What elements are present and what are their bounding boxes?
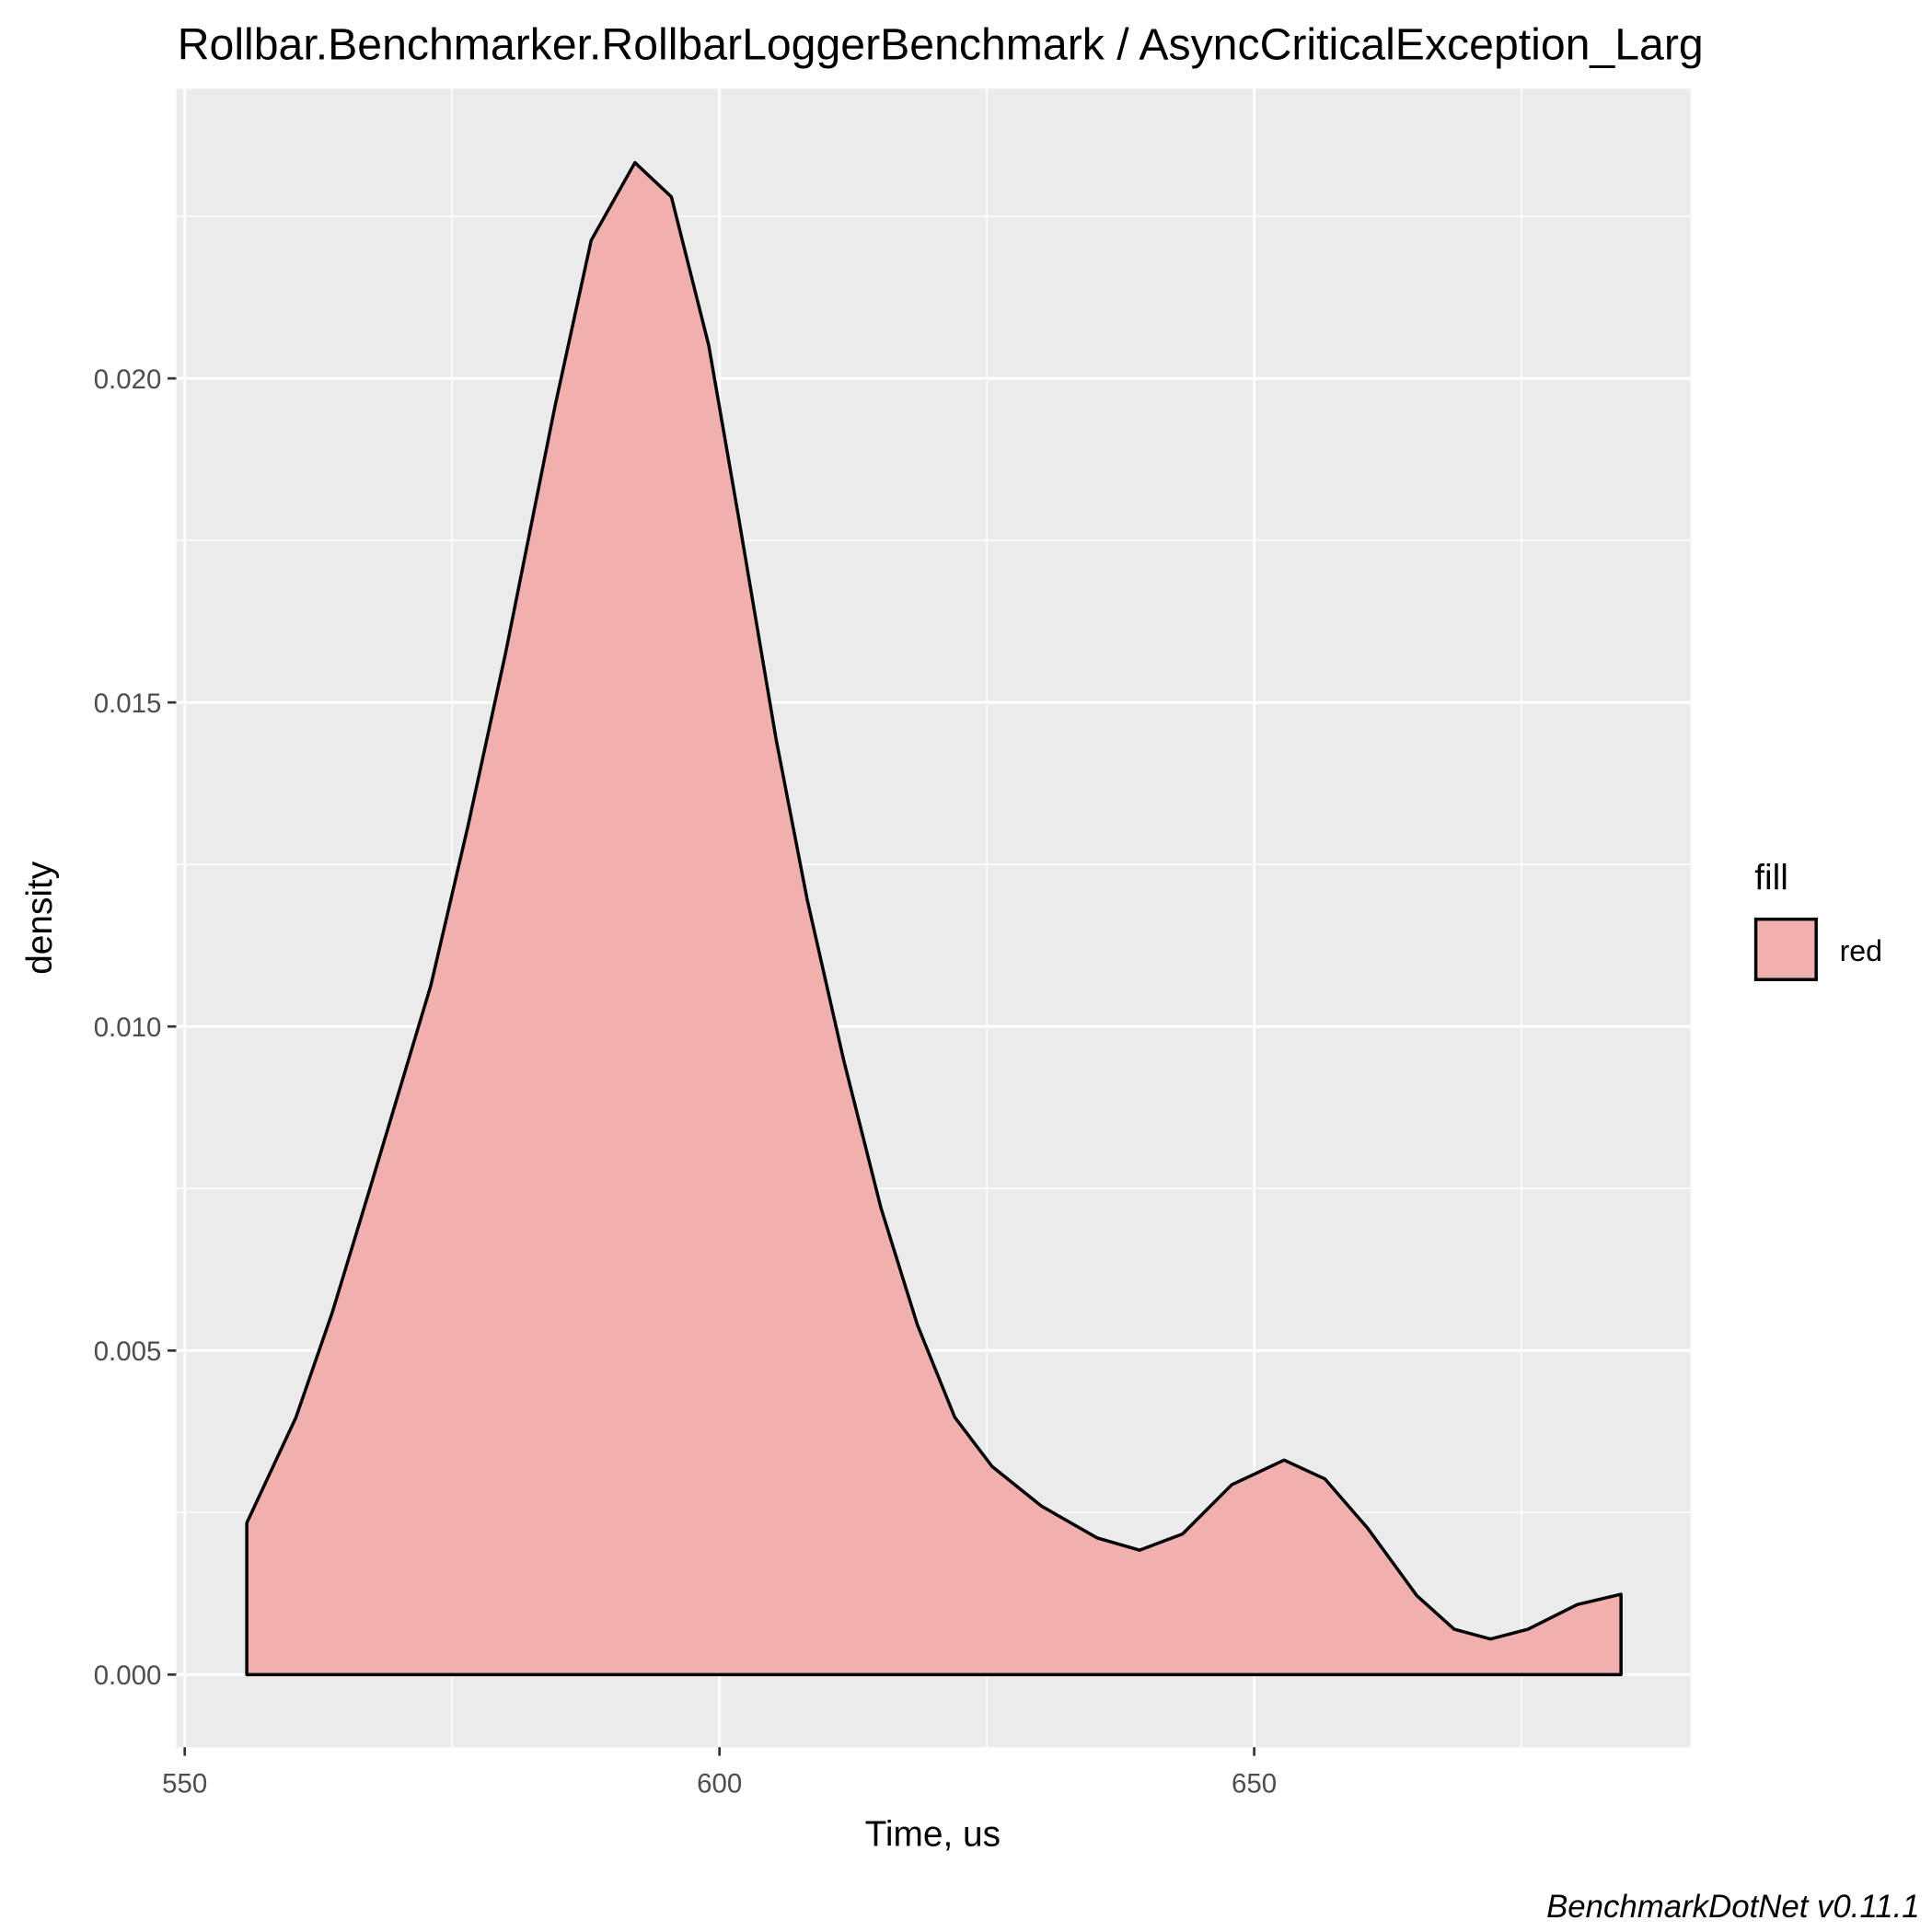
legend-title: fill <box>1754 859 1788 898</box>
caption: BenchmarkDotNet v0.11.1 <box>1546 1889 1920 1925</box>
chart-title: Rollbar.Benchmarker.RollbarLoggerBenchma… <box>178 19 1704 69</box>
y-tick-label: 0.020 <box>94 364 162 395</box>
density-area <box>245 160 1623 1677</box>
y-tick-label: 0.000 <box>94 1660 162 1691</box>
x-tick-label: 650 <box>1232 1769 1277 1799</box>
x-tick-label: 550 <box>162 1769 207 1799</box>
x-axis-title: Time, us <box>865 1814 1001 1854</box>
x-tick-label: 600 <box>697 1769 742 1799</box>
y-tick-label: 0.010 <box>94 1012 162 1043</box>
legend-label: red <box>1840 934 1882 967</box>
y-axis-title: density <box>20 861 60 975</box>
y-tick-label: 0.015 <box>94 688 162 719</box>
legend-key <box>1753 917 1818 981</box>
y-tick-label: 0.005 <box>94 1336 162 1367</box>
